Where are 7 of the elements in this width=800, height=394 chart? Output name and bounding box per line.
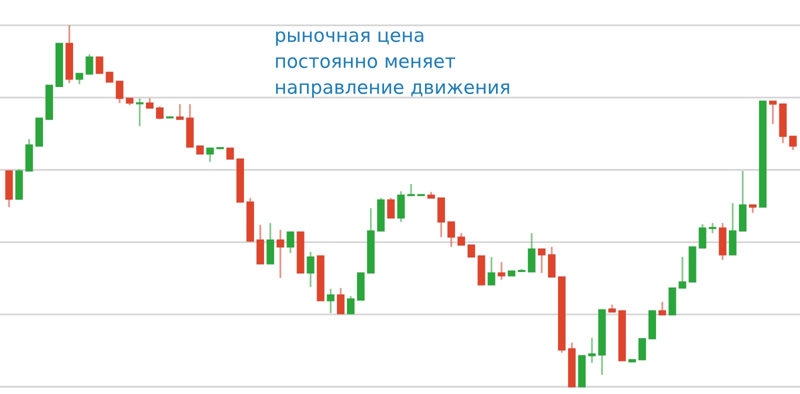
candlestick — [226, 148, 234, 160]
candlestick — [638, 338, 646, 360]
candlestick — [387, 197, 395, 219]
candlestick — [468, 244, 476, 258]
candlestick — [106, 72, 114, 83]
annotation: рыночная цена постоянно меняет направление движения — [276, 31, 510, 98]
candlestick — [96, 56, 104, 74]
